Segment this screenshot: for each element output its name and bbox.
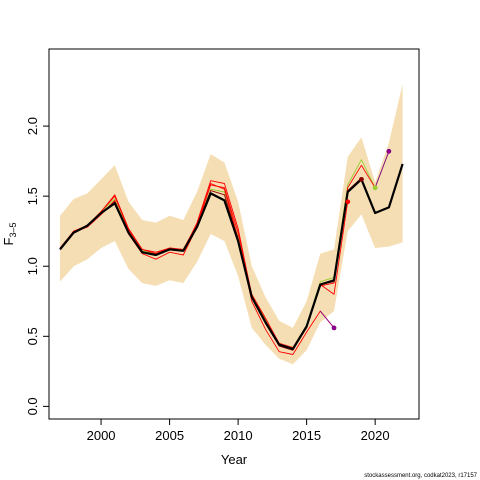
y-axis-label-sub: 3–5 <box>8 223 18 238</box>
x-tick-label: 2020 <box>361 428 390 443</box>
x-tick-label: 2010 <box>224 428 253 443</box>
y-tick-label: 2.0 <box>25 117 40 135</box>
axes: 2000 2005 2010 2015 2020 0.0 0.5 1.0 1.5 2.0 <box>25 117 390 443</box>
x-axis-label: Year <box>221 452 248 467</box>
series-end-point-4 <box>386 148 392 154</box>
y-tick-label: 1.5 <box>25 187 40 205</box>
series-line-7 <box>374 151 390 188</box>
y-tick-label: 0.5 <box>25 327 40 345</box>
series-end-point-2 <box>359 176 364 182</box>
series-line-0 <box>59 163 404 350</box>
series-line-6 <box>319 310 335 329</box>
y-axis-label-group: F3–5 <box>1 223 18 246</box>
y-axis-label: F3–5 <box>1 223 18 246</box>
y-axis-label-main: F <box>1 237 16 245</box>
plot-frame <box>48 48 420 420</box>
x-tick-label: 2000 <box>87 428 116 443</box>
series-end-point-1 <box>345 199 351 205</box>
series-end-point-3 <box>372 185 378 191</box>
series-end-point-0 <box>331 325 337 331</box>
credit-text: stockassessment.org, codkat2023, r17157 <box>364 473 477 479</box>
x-tick-label: 2015 <box>292 428 321 443</box>
y-tick-label: 0.0 <box>25 397 40 415</box>
plot-area <box>59 84 404 365</box>
y-tick-label: 1.0 <box>25 257 40 275</box>
x-tick-label: 2005 <box>155 428 184 443</box>
